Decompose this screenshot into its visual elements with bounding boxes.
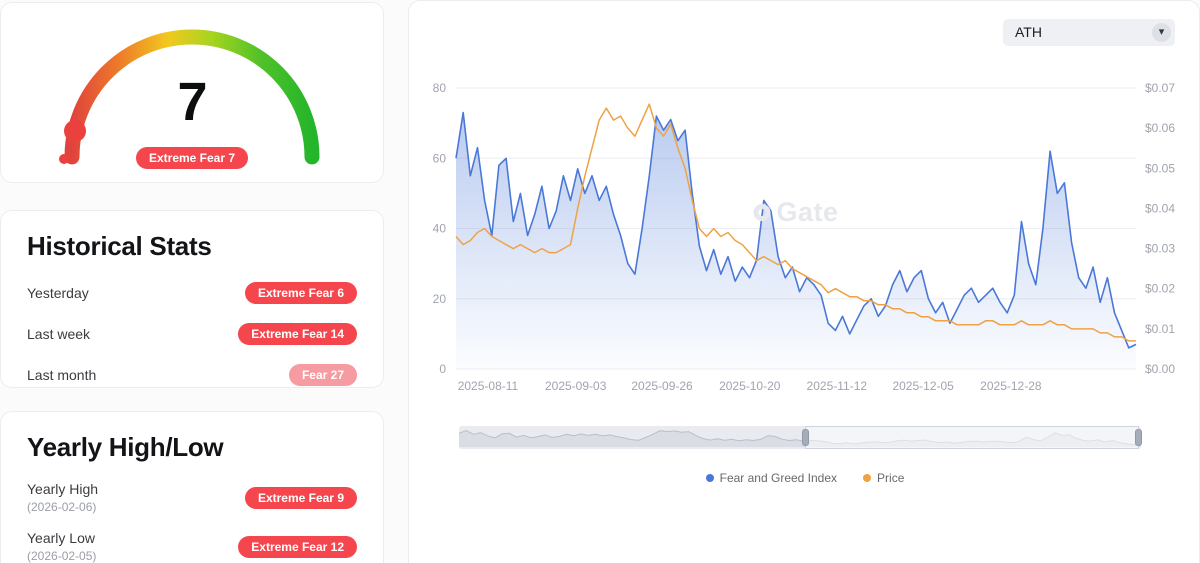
- status-badge: Fear 27: [288, 364, 357, 386]
- stat-row-last-month: Last month Fear 27: [27, 362, 357, 388]
- yearly-highlow-title: Yearly High/Low: [27, 432, 224, 462]
- svg-text:$0.06: $0.06: [1145, 121, 1175, 135]
- svg-text:$0.04: $0.04: [1145, 201, 1175, 215]
- historical-stats-card: Historical Stats Yesterday Extreme Fear …: [0, 210, 384, 388]
- datazoom-slider[interactable]: [458, 426, 1142, 449]
- svg-text:2025-08-11: 2025-08-11: [458, 379, 519, 393]
- stat-row-last-week: Last week Extreme Fear 14: [27, 321, 357, 347]
- svg-text:60: 60: [433, 151, 447, 165]
- stat-label: Yesterday: [27, 285, 89, 301]
- yearly-highlow-card: Yearly High/Low Yearly High (2026-02-06)…: [0, 411, 384, 563]
- range-selector-value: ATH: [1015, 24, 1042, 40]
- yearly-low-date: (2026-02-05): [27, 549, 97, 563]
- svg-text:$0.05: $0.05: [1145, 161, 1175, 175]
- legend-item-price[interactable]: Price: [863, 471, 904, 485]
- gauge-value: 7: [177, 72, 207, 132]
- svg-text:0: 0: [439, 362, 446, 376]
- svg-text:$0.01: $0.01: [1145, 322, 1175, 336]
- fear-greed-gauge: [59, 29, 320, 165]
- svg-text:2025-09-03: 2025-09-03: [545, 379, 607, 393]
- yearly-high-row: Yearly High (2026-02-06) Extreme Fear 9: [27, 481, 357, 514]
- gauge-arc: [64, 29, 320, 165]
- stat-row-yesterday: Yesterday Extreme Fear 6: [27, 280, 357, 306]
- yearly-low-label: Yearly Low: [27, 530, 95, 546]
- svg-text:20: 20: [433, 292, 447, 306]
- svg-text:80: 80: [433, 81, 447, 95]
- status-badge: Extreme Fear 14: [238, 323, 357, 345]
- datazoom-selected-region[interactable]: [805, 426, 1139, 449]
- svg-text:2025-11-12: 2025-11-12: [807, 379, 868, 393]
- svg-text:2025-12-05: 2025-12-05: [892, 379, 954, 393]
- svg-text:2025-09-26: 2025-09-26: [631, 379, 693, 393]
- gauge-pointer-icon: [64, 120, 86, 142]
- datazoom-right-handle[interactable]: [1135, 429, 1142, 446]
- chart-card: ATH ▾ 0 20 40 60 80 $0.00 $0.01 $0.02 $0.03 $0.04…: [408, 0, 1200, 563]
- index-series-dot-icon: [705, 474, 714, 482]
- status-badge: Extreme Fear 12: [238, 535, 357, 558]
- fear-greed-chart[interactable]: 0 20 40 60 80 $0.00 $0.01 $0.02 $0.03 $0.04 $0.05 $…: [409, 1, 1200, 406]
- legend-label: Fear and Greed Index: [719, 471, 838, 485]
- yearly-high-date: (2026-02-06): [27, 500, 97, 514]
- svg-text:40: 40: [433, 222, 447, 236]
- status-badge: Extreme Fear 9: [244, 486, 357, 509]
- gauge-pointer-dot-icon: [59, 154, 69, 164]
- yearly-low-row: Yearly Low (2026-02-05) Extreme Fear 12: [27, 530, 357, 563]
- chart-legend: Fear and Greed Index Price: [409, 471, 1200, 485]
- price-series-dot-icon: [863, 474, 872, 482]
- datazoom-left-handle[interactable]: [802, 429, 809, 446]
- svg-text:$0.02: $0.02: [1145, 282, 1175, 296]
- svg-text:$0.00: $0.00: [1145, 362, 1175, 376]
- historical-stats-title: Historical Stats: [27, 231, 212, 261]
- range-selector-dropdown[interactable]: ATH ▾: [1003, 19, 1175, 46]
- legend-item-index[interactable]: Fear and Greed Index: [705, 471, 838, 485]
- stat-label: Last week: [27, 326, 91, 342]
- svg-text:$0.03: $0.03: [1145, 242, 1175, 256]
- chevron-down-icon[interactable]: ▾: [1152, 23, 1171, 42]
- stat-label: Last month: [27, 367, 97, 383]
- svg-text:$0.07: $0.07: [1145, 81, 1175, 95]
- status-badge: Extreme Fear 6: [244, 282, 357, 304]
- yearly-high-label: Yearly High: [27, 481, 99, 497]
- svg-text:2025-12-28: 2025-12-28: [980, 379, 1042, 393]
- svg-text:2025-10-20: 2025-10-20: [719, 379, 781, 393]
- gauge-card: 7 Extreme Fear 7: [0, 2, 384, 183]
- gauge-status-badge: Extreme Fear 7: [135, 147, 249, 169]
- legend-label: Price: [877, 471, 905, 485]
